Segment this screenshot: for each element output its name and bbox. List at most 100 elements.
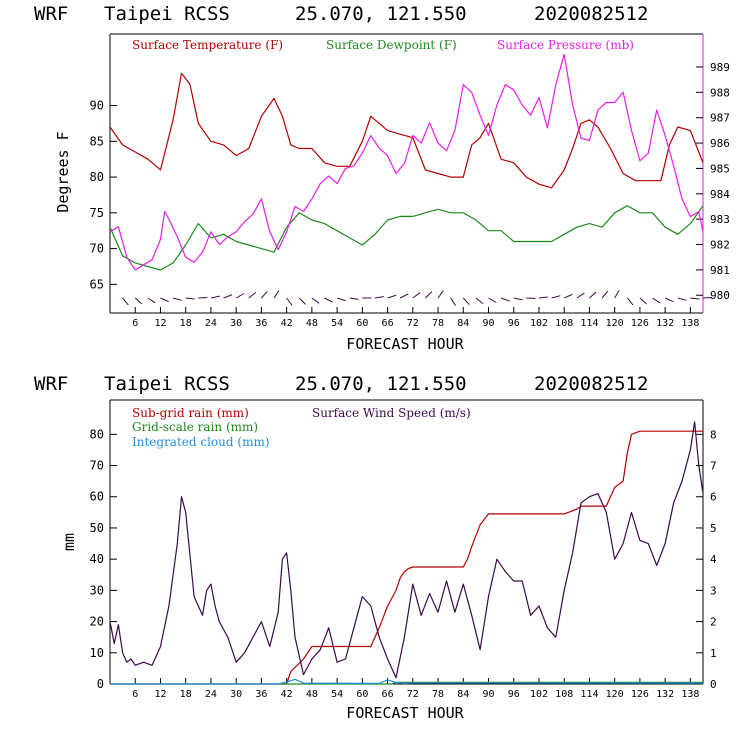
wind-barb bbox=[690, 297, 700, 300]
panel1-model: WRF bbox=[34, 3, 68, 25]
series-integrated-cloud-mm bbox=[110, 678, 704, 685]
x-tick-label: 132 bbox=[656, 689, 674, 700]
y-right-tick-label: 981 bbox=[710, 264, 730, 277]
x-tick-label: 114 bbox=[580, 318, 598, 329]
y-right-tick-label: 983 bbox=[710, 213, 730, 226]
x-tick-label: 108 bbox=[555, 689, 573, 700]
wind-barb bbox=[626, 297, 634, 306]
wind-barb bbox=[513, 297, 523, 301]
wind-barb bbox=[538, 296, 548, 299]
x-tick-label: 108 bbox=[555, 318, 573, 329]
x-tick-label: 48 bbox=[306, 318, 318, 329]
wind-barb bbox=[248, 291, 257, 299]
wind-barb bbox=[564, 293, 573, 299]
x-tick-label: 24 bbox=[205, 318, 217, 329]
y-left-tick-label: 70 bbox=[90, 459, 104, 473]
legend-pressure: Surface Pressure (mb) bbox=[497, 38, 634, 52]
y-left-tick-label: 60 bbox=[90, 490, 104, 504]
y-right-tick-label: 988 bbox=[710, 86, 730, 99]
panel2-init-time: 2020082512 bbox=[534, 373, 648, 395]
wind-barb bbox=[488, 297, 497, 303]
y-left-tick-label: 85 bbox=[90, 134, 104, 148]
y-left-tick-label: 20 bbox=[90, 615, 104, 629]
legend-subgrid-rain: Sub-grid rain (mm) bbox=[132, 406, 249, 420]
y-left-tick-label: 70 bbox=[90, 242, 104, 256]
wind-barb bbox=[134, 297, 143, 305]
x-tick-label: 138 bbox=[681, 689, 699, 700]
x-tick-label: 72 bbox=[407, 318, 419, 329]
x-tick-label: 66 bbox=[382, 318, 394, 329]
wind-barb bbox=[399, 293, 409, 299]
y-left-tick-label: 0 bbox=[97, 677, 104, 691]
y-right-tick-label: 982 bbox=[710, 239, 730, 252]
panel1-xlabel: FORECAST HOUR bbox=[346, 335, 464, 353]
y-left-tick-label: 80 bbox=[90, 427, 104, 441]
y-left-tick-label: 30 bbox=[90, 583, 104, 597]
panel2-plot-area: 6 12 18 24 30 36 42 48 54 60 66 72 78 84 90 96 102 108 114… bbox=[90, 399, 717, 700]
wind-barb bbox=[639, 297, 647, 305]
legend-wind-speed: Surface Wind Speed (m/s) bbox=[312, 406, 471, 420]
wind-barb bbox=[387, 294, 397, 299]
wind-barb bbox=[349, 297, 359, 300]
wind-barb bbox=[412, 292, 421, 299]
panel1-init-time: 2020082512 bbox=[534, 3, 648, 25]
wind-barb bbox=[601, 290, 609, 299]
x-tick-label: 18 bbox=[180, 318, 192, 329]
y-right-tick-label: 0 bbox=[710, 678, 717, 691]
panel2-coords: 25.070, 121.550 bbox=[295, 373, 467, 395]
panel1-plot-area: 6 12 18 24 30 36 42 48 54 60 66 72 78 84 90 96 102 108 114… bbox=[90, 33, 730, 329]
x-tick-label: 78 bbox=[432, 689, 444, 700]
wind-barb bbox=[147, 297, 156, 304]
panel2-ylabel: mm bbox=[60, 533, 78, 551]
y-right-tick-label: 5 bbox=[710, 522, 717, 535]
series-sub-grid-rain-mm bbox=[110, 430, 703, 685]
wind-barb bbox=[324, 297, 333, 303]
y-left-tick-label: 10 bbox=[90, 646, 104, 660]
x-tick-label: 72 bbox=[407, 689, 419, 700]
panel2-xlabel: FORECAST HOUR bbox=[346, 704, 464, 722]
y-left-tick-label: 50 bbox=[90, 521, 104, 535]
y-right-tick-label: 6 bbox=[710, 491, 717, 504]
wind-barb bbox=[185, 297, 195, 300]
x-tick-label: 114 bbox=[580, 689, 598, 700]
y-right-tick-label: 7 bbox=[710, 460, 717, 473]
x-tick-label: 120 bbox=[606, 689, 624, 700]
x-tick-label: 24 bbox=[205, 689, 217, 700]
y-right-tick-label: 3 bbox=[710, 584, 717, 597]
wind-barb bbox=[286, 297, 293, 306]
legend-grid-rain: Grid-scale rain (mm) bbox=[132, 420, 258, 434]
x-tick-label: 90 bbox=[482, 318, 494, 329]
wind-barb bbox=[425, 291, 433, 299]
x-tick-label: 12 bbox=[154, 689, 166, 700]
wind-barb bbox=[500, 297, 510, 302]
legend-dewpoint: Surface Dewpoint (F) bbox=[326, 38, 457, 52]
x-tick-label: 6 bbox=[132, 689, 138, 700]
wind-barb bbox=[576, 292, 585, 299]
wind-barb bbox=[614, 289, 620, 299]
wind-barb bbox=[336, 297, 346, 302]
panel1-ylabel: Degrees F bbox=[54, 131, 72, 212]
x-tick-label: 36 bbox=[255, 318, 267, 329]
series-surface-temperature-f bbox=[109, 72, 704, 189]
x-tick-label: 132 bbox=[656, 318, 674, 329]
panel1-coords: 25.070, 121.550 bbox=[295, 3, 467, 25]
wind-barb bbox=[273, 290, 280, 299]
y-right-tick-label: 8 bbox=[710, 428, 717, 441]
x-tick-label: 126 bbox=[631, 689, 649, 700]
wind-barb bbox=[551, 295, 561, 299]
y-right-tick-label: 4 bbox=[710, 553, 717, 566]
y-left-tick-label: 40 bbox=[90, 552, 104, 566]
wind-barb bbox=[298, 297, 306, 305]
wind-barb bbox=[677, 297, 687, 301]
wind-barb bbox=[261, 290, 268, 299]
wind-barb bbox=[172, 297, 182, 301]
legend-temperature: Surface Temperature (F) bbox=[132, 38, 283, 52]
x-tick-label: 42 bbox=[281, 689, 293, 700]
x-tick-label: 96 bbox=[508, 689, 520, 700]
wind-barb bbox=[652, 297, 661, 304]
legend-integrated-cloud: Integrated cloud (mm) bbox=[132, 435, 270, 449]
x-tick-label: 102 bbox=[530, 318, 548, 329]
wind-barb bbox=[589, 291, 597, 299]
x-tick-label: 66 bbox=[382, 689, 394, 700]
